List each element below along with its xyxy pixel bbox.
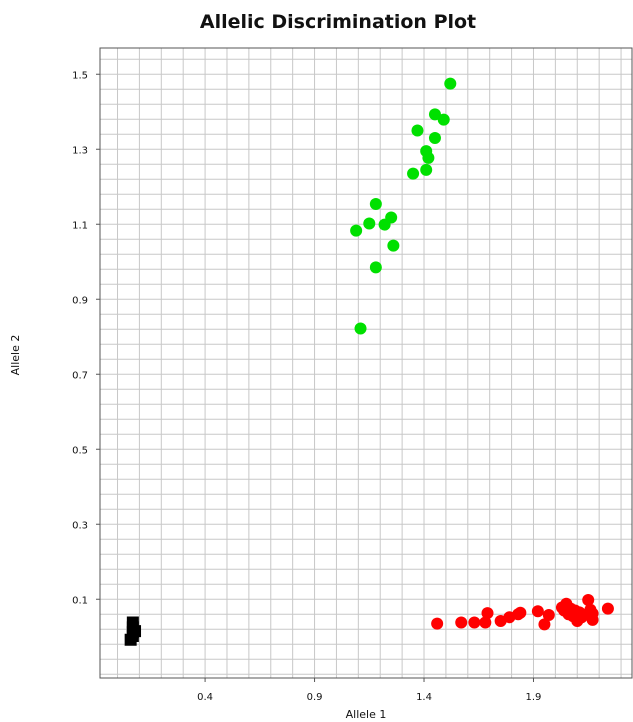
data-point [428, 132, 441, 144]
data-point [586, 607, 599, 620]
y-tick-label: 1.3 [72, 145, 88, 156]
data-points [124, 77, 614, 646]
data-point [481, 607, 494, 620]
data-point [479, 616, 492, 629]
data-point [468, 616, 481, 629]
y-tick-label: 0.7 [72, 370, 88, 381]
data-point [531, 605, 544, 618]
data-point [542, 609, 555, 621]
data-point [575, 611, 588, 624]
data-point [444, 77, 457, 90]
x-tick-label: 1.9 [526, 692, 542, 703]
data-point [369, 261, 382, 274]
data-point [538, 618, 551, 631]
data-point [378, 218, 391, 231]
y-tick-label: 0.3 [72, 520, 88, 531]
data-point [363, 217, 376, 230]
axis-ticks: 0.4 0.9 1.4 1.9 0.1 0.3 0.5 0.7 0.9 1.1 1.3 1.5 [72, 70, 541, 703]
data-point [428, 108, 441, 121]
data-point [354, 322, 367, 335]
y-tick-label: 1.5 [72, 70, 88, 81]
y-tick-label: 0.5 [72, 445, 88, 456]
y-tick-label: 0.1 [72, 595, 88, 606]
chart-title: Allelic Discrimination Plot [200, 11, 476, 33]
y-tick-label: 1.1 [72, 220, 88, 231]
y-axis-label: Allele 2 [9, 335, 22, 376]
plot-background [100, 48, 632, 678]
data-point [350, 224, 363, 237]
data-point [369, 198, 382, 210]
x-tick-label: 0.9 [307, 692, 323, 703]
data-point [514, 606, 527, 619]
data-point [129, 625, 142, 638]
data-point [387, 239, 400, 252]
x-tick-label: 0.4 [197, 692, 213, 703]
data-point [431, 617, 444, 630]
data-point [582, 594, 595, 606]
x-tick-label: 1.4 [416, 692, 432, 703]
data-point [601, 602, 614, 615]
y-tick-label: 0.9 [72, 295, 88, 306]
grid [100, 48, 632, 678]
plot-frame [99, 47, 633, 679]
data-point [437, 113, 450, 126]
x-axis-label: Allele 1 [346, 708, 387, 721]
data-point [420, 163, 433, 176]
data-point [407, 167, 420, 180]
data-point [411, 124, 424, 137]
data-point [455, 616, 468, 629]
data-point [422, 151, 435, 164]
